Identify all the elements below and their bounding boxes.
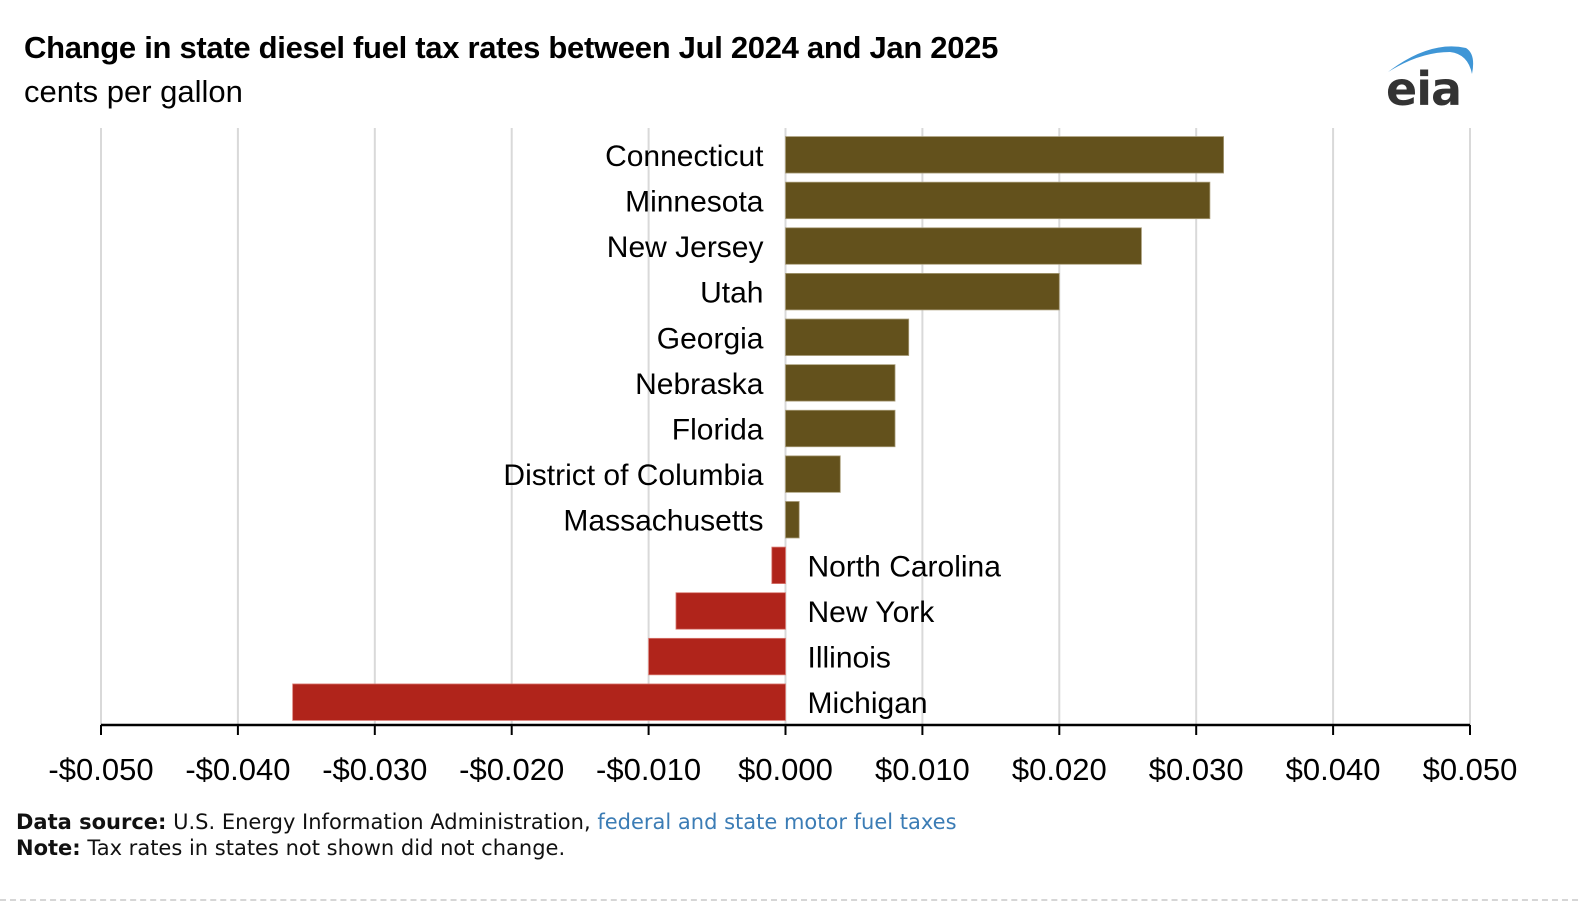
bar-michigan[interactable] — [292, 683, 786, 721]
eia-swoosh-icon — [1388, 46, 1474, 74]
note-text: Tax rates in states not shown did not ch… — [80, 836, 566, 860]
x-tick-label: -$0.050 — [48, 752, 153, 787]
divider — [0, 899, 1578, 901]
category-label: Michigan — [808, 687, 928, 720]
data-source-line: Data source: U.S. Energy Information Adm… — [16, 810, 957, 834]
chart-subtitle: cents per gallon — [24, 74, 243, 109]
bar-nebraska[interactable] — [785, 364, 896, 402]
x-tick-label: -$0.040 — [185, 752, 290, 787]
category-label: Illinois — [808, 642, 891, 675]
bar-connecticut[interactable] — [785, 136, 1224, 174]
bar-district-of-columbia[interactable] — [785, 455, 841, 493]
x-tick-label: $0.000 — [738, 752, 833, 787]
data-source-text: U.S. Energy Information Administration, — [166, 810, 598, 834]
bar-new-jersey[interactable] — [785, 227, 1142, 265]
category-label: Florida — [672, 414, 764, 447]
category-label: Connecticut — [605, 140, 764, 173]
gridlines — [100, 128, 1471, 725]
bar-florida[interactable] — [785, 409, 896, 448]
bar-chart: Connecticut Minnesota New Jersey Utah Georgi… — [48, 128, 1518, 787]
x-tick-label: $0.010 — [875, 752, 970, 787]
category-label: Georgia — [657, 322, 764, 355]
x-tick-label: -$0.030 — [322, 752, 427, 787]
data-source-link[interactable]: federal and state motor fuel taxes — [597, 810, 957, 834]
bar-minnesota[interactable] — [785, 181, 1211, 220]
bar-north-carolina[interactable] — [771, 546, 786, 584]
x-tick-label: $0.020 — [1012, 752, 1107, 787]
x-tick-label: $0.050 — [1423, 752, 1518, 787]
data-source-label: Data source: — [16, 810, 167, 834]
x-axis: -$0.050 -$0.040 -$0.030 -$0.020 -$0.010 $0.00… — [48, 723, 1518, 787]
category-label: Massachusetts — [563, 505, 763, 538]
category-labels: Connecticut Minnesota New Jersey Utah Georgi… — [503, 140, 1001, 720]
bar-massachusetts[interactable] — [785, 501, 800, 539]
category-label: Utah — [700, 277, 763, 310]
bar-georgia[interactable] — [785, 318, 910, 356]
chart-title: Change in state diesel fuel tax rates be… — [24, 30, 999, 65]
x-tick-label: -$0.010 — [596, 752, 701, 787]
x-tick-label: $0.040 — [1286, 752, 1381, 787]
eia-logo-text: eia — [1386, 62, 1462, 116]
category-label: New Jersey — [607, 231, 764, 264]
category-label: New York — [808, 596, 936, 629]
x-tick-label: -$0.020 — [459, 752, 564, 787]
bar-utah[interactable] — [785, 273, 1060, 311]
category-label: Nebraska — [635, 368, 764, 401]
eia-logo[interactable]: eia — [1380, 40, 1480, 116]
bars — [292, 136, 1224, 721]
bar-illinois[interactable] — [648, 637, 786, 676]
category-label: North Carolina — [808, 550, 1002, 583]
note-label: Note: — [16, 836, 81, 860]
note-line: Note: Tax rates in states not shown did … — [16, 836, 565, 860]
x-tick-label: $0.030 — [1149, 752, 1244, 787]
bar-new-york[interactable] — [675, 592, 786, 630]
category-label: Minnesota — [625, 185, 764, 218]
category-label: District of Columbia — [503, 459, 763, 492]
